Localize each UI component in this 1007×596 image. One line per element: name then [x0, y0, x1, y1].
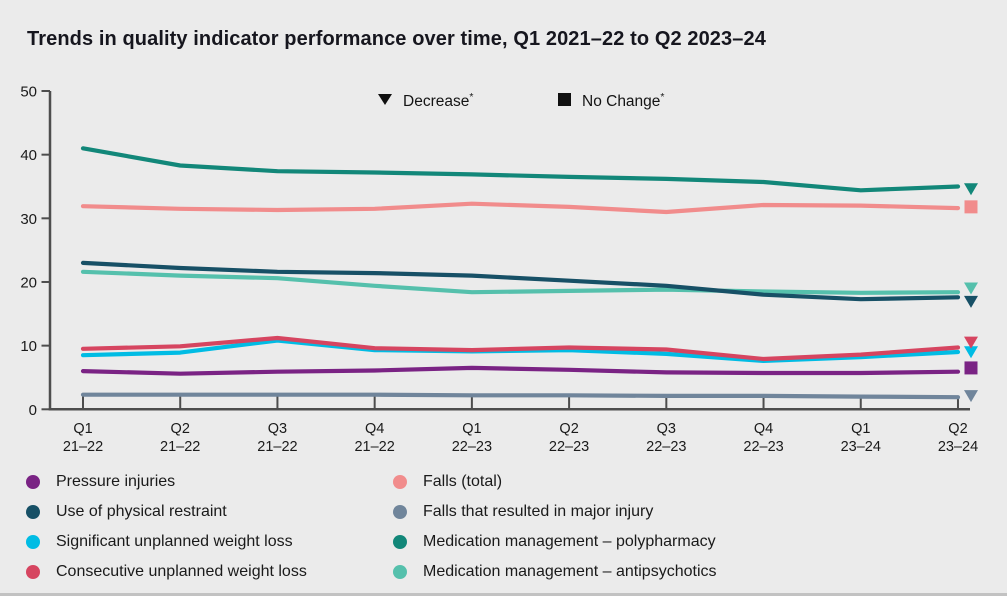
- y-axis-label: 0: [29, 402, 37, 419]
- legend-item-medication-management-polypharmacy: Medication management – polypharmacy: [393, 527, 717, 557]
- x-axis-label-quarter: Q4: [365, 421, 384, 437]
- y-axis-label: 50: [20, 84, 37, 101]
- legend-label-significant-unplanned-weight-loss: Significant unplanned weight loss: [56, 533, 293, 550]
- legend-label-use-of-physical-restraint: Use of physical restraint: [56, 503, 227, 520]
- x-axis-label-quarter: Q2: [559, 421, 578, 437]
- x-axis-label-quarter: Q3: [268, 421, 287, 437]
- legend-item-pressure-injuries: Pressure injuries: [26, 467, 307, 497]
- end-marker-decrease-significant-unplanned-weight-loss: [964, 346, 978, 359]
- x-axis-label-quarter: Q1: [73, 421, 92, 437]
- chart-title: Trends in quality indicator performance …: [27, 28, 766, 50]
- end-marker-decrease-consecutive-unplanned-weight-loss: [964, 336, 978, 349]
- end-marker-decrease-medication-management-antipsychotics: [964, 282, 978, 295]
- series-line-use-of-physical-restraint: [80, 260, 961, 302]
- end-marker-no-change-pressure-injuries: [964, 361, 978, 375]
- series-line-falls-total: [80, 201, 961, 215]
- series-line-medication-management-antipsychotics: [80, 269, 961, 295]
- x-axis-label-year: 23–24: [841, 439, 881, 455]
- legend-label-falls-major-injury: Falls that resulted in major injury: [423, 503, 654, 520]
- trend-line-chart: 0 10 20 30 40 50 Q1 21–22 Q2 21–22 Q3 21–22 Q4 21–22 Q…: [20, 84, 978, 456]
- end-marker-decrease-medication-management-polypharmacy: [964, 183, 978, 196]
- legend-label-falls-total: Falls (total): [423, 473, 503, 490]
- legend-dot-pressure-injuries: [26, 475, 40, 489]
- legend-item-significant-unplanned-weight-loss: Significant unplanned weight loss: [26, 527, 307, 557]
- x-axis-label-year: 21–22: [160, 439, 200, 455]
- legend-label-medication-management-polypharmacy: Medication management – polypharmacy: [423, 533, 716, 550]
- x-axis-label-year: 21–22: [354, 439, 394, 455]
- decrease-footnote-asterisk: *: [469, 91, 474, 103]
- end-marker-no-change-falls-total: [964, 200, 978, 214]
- legend-item-use-of-physical-restraint: Use of physical restraint: [26, 497, 307, 527]
- end-marker-decrease-falls-major-injury: [964, 390, 978, 403]
- no-change-label: No Change*: [582, 91, 665, 111]
- figure-bottom-rule: [0, 593, 1007, 596]
- no-change-footnote-asterisk: *: [660, 91, 665, 103]
- x-axis-label-quarter: Q1: [462, 421, 481, 437]
- annotation-legend-no-change: No Change*: [558, 92, 665, 110]
- legend-item-falls-major-injury: Falls that resulted in major injury: [393, 497, 717, 527]
- decrease-triangle-icon: [378, 94, 392, 105]
- x-axis-label-year: 22–23: [452, 439, 492, 455]
- x-axis-label-year: 22–23: [646, 439, 686, 455]
- legend-dot-use-of-physical-restraint: [26, 505, 40, 519]
- legend-dot-medication-management-antipsychotics: [393, 565, 407, 579]
- no-change-square-icon: [558, 93, 571, 106]
- legend-dot-falls-major-injury: [393, 505, 407, 519]
- y-axis-label: 20: [20, 274, 37, 291]
- y-axis-label: 10: [20, 338, 37, 355]
- y-axis-label: 30: [20, 211, 37, 228]
- legend-label-medication-management-antipsychotics: Medication management – antipsychotics: [423, 563, 717, 580]
- chart-legend-column-2: Falls (total) Falls that resulted in majo…: [393, 467, 717, 587]
- x-axis-label-year: 21–22: [257, 439, 297, 455]
- series-line-falls-major-injury: [80, 392, 961, 400]
- x-axis-label-year: 22–23: [549, 439, 589, 455]
- legend-label-consecutive-unplanned-weight-loss: Consecutive unplanned weight loss: [56, 563, 307, 580]
- series-line-consecutive-unplanned-weight-loss: [80, 335, 961, 362]
- x-axis-label-quarter: Q2: [948, 421, 967, 437]
- legend-dot-significant-unplanned-weight-loss: [26, 535, 40, 549]
- legend-item-medication-management-antipsychotics: Medication management – antipsychotics: [393, 557, 717, 587]
- x-axis-label-year: 22–23: [743, 439, 783, 455]
- legend-label-pressure-injuries: Pressure injuries: [56, 473, 176, 490]
- legend-item-falls-total: Falls (total): [393, 467, 717, 497]
- x-axis-label-year: 23–24: [938, 439, 978, 455]
- series-line-medication-management-polypharmacy: [80, 146, 961, 193]
- chart-legend-column-1: Pressure injuries Use of physical restrai…: [26, 467, 307, 587]
- legend-dot-medication-management-polypharmacy: [393, 535, 407, 549]
- legend-dot-consecutive-unplanned-weight-loss: [26, 565, 40, 579]
- y-axis-label: 40: [20, 147, 37, 164]
- series-line-pressure-injuries: [80, 365, 961, 376]
- x-axis-label-quarter: Q1: [851, 421, 870, 437]
- legend-item-consecutive-unplanned-weight-loss: Consecutive unplanned weight loss: [26, 557, 307, 587]
- x-axis-label-year: 21–22: [63, 439, 103, 455]
- annotation-legend-decrease: Decrease*: [378, 92, 473, 110]
- legend-dot-falls-total: [393, 475, 407, 489]
- x-axis-label-quarter: Q2: [171, 421, 190, 437]
- decrease-label: Decrease*: [403, 91, 474, 111]
- end-marker-decrease-use-of-physical-restraint: [964, 295, 978, 308]
- x-axis-label-quarter: Q3: [657, 421, 676, 437]
- x-axis-label-quarter: Q4: [754, 421, 773, 437]
